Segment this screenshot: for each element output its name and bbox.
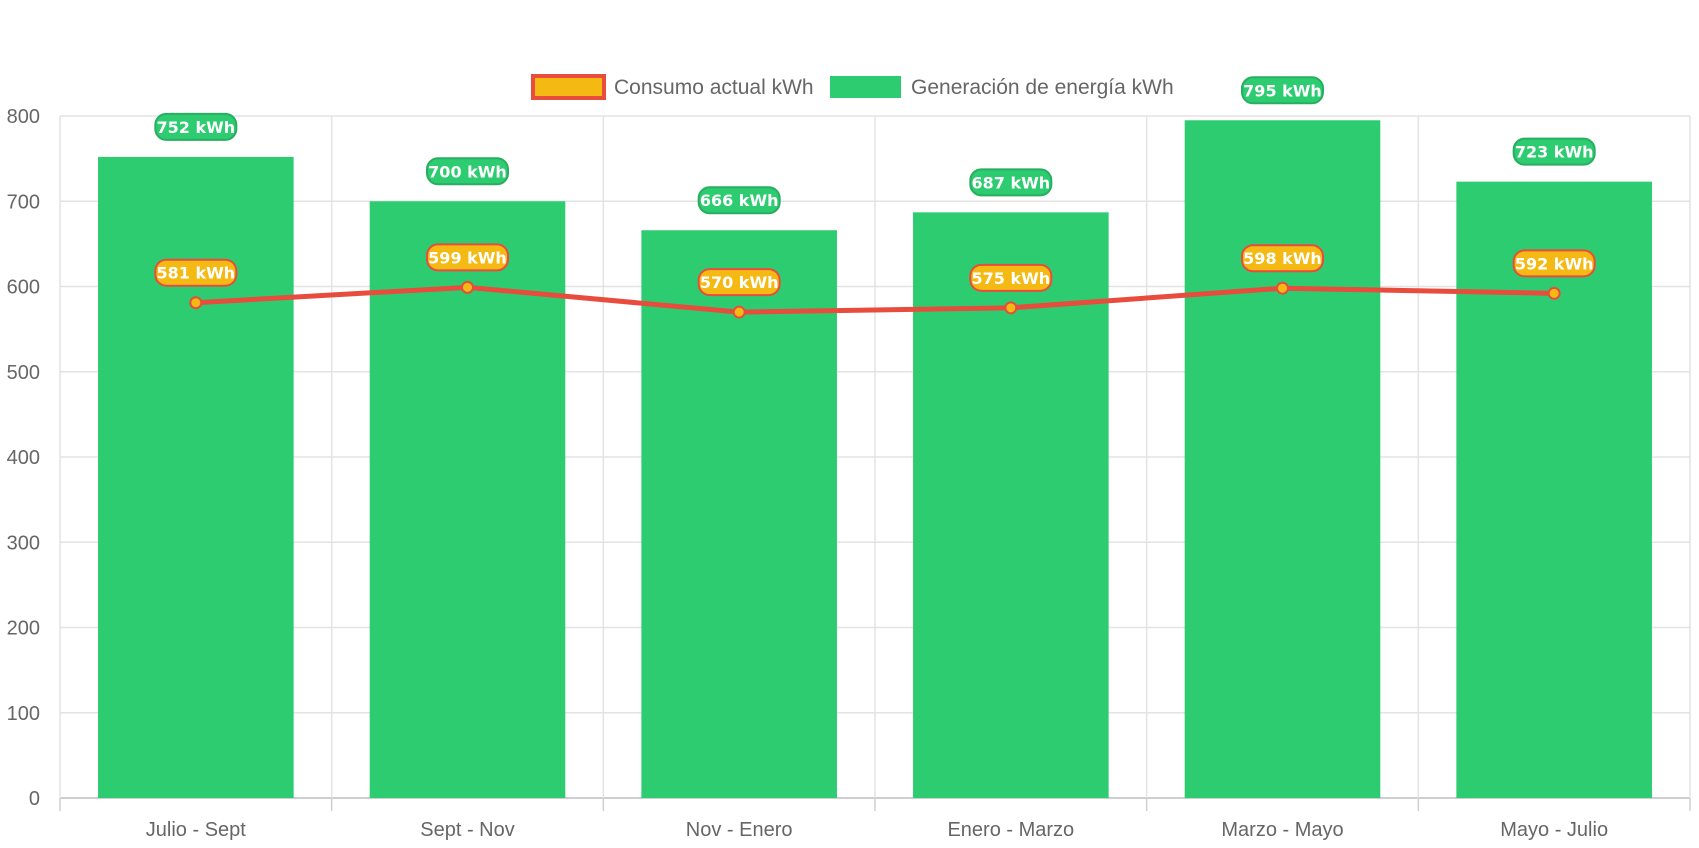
- y-tick-label: 800: [7, 106, 40, 128]
- legend-label-consumo[interactable]: Consumo actual kWh: [614, 76, 814, 99]
- line-data-label: 599 kWh: [426, 243, 509, 272]
- line-data-label: 581 kWh: [154, 258, 238, 287]
- bar-data-label: 752 kWh: [154, 112, 238, 141]
- bar-data-label-text: 666 kWh: [700, 191, 779, 210]
- line-data-label-text: 598 kWh: [1243, 249, 1322, 268]
- bar-data-label: 687 kWh: [969, 168, 1053, 197]
- bar-data-label-text: 700 kWh: [428, 162, 507, 181]
- y-tick-label: 300: [7, 532, 40, 554]
- bar-data-label-text: 752 kWh: [157, 118, 236, 137]
- line-data-label-bg: [426, 243, 509, 272]
- line-data-label-text: 570 kWh: [700, 273, 779, 292]
- data-labels: 752 kWh 700 kWh 666 kWh 687 kWh 795 kWh 723 k…: [154, 76, 1596, 297]
- y-tick-label: 600: [7, 277, 40, 299]
- line-data-label-text: 575 kWh: [972, 269, 1051, 288]
- bar-generacion[interactable]: [1184, 120, 1381, 798]
- bar-generacion[interactable]: [1456, 181, 1652, 798]
- bar-data-label-text: 795 kWh: [1243, 81, 1322, 100]
- bar-data-label-bg: [969, 168, 1053, 197]
- point-consumo[interactable]: [1547, 286, 1561, 300]
- line-data-label: 592 kWh: [1512, 249, 1596, 278]
- y-tick-label: 500: [7, 362, 40, 384]
- bar-data-label-text: 723 kWh: [1515, 143, 1594, 162]
- x-tick-label: Julio - Sept: [146, 819, 246, 841]
- legend-swatch-generacion[interactable]: [830, 76, 901, 98]
- x-tick-label: Marzo - Mayo: [1221, 819, 1343, 841]
- y-tick-label: 0: [29, 788, 40, 810]
- bar-data-label: 723 kWh: [1512, 137, 1596, 166]
- point-consumo[interactable]: [1276, 281, 1289, 295]
- y-tick-label: 700: [7, 191, 40, 213]
- bar-data-label: 666 kWh: [697, 186, 781, 215]
- point-consumo[interactable]: [189, 296, 203, 310]
- x-tick-label: Nov - Enero: [686, 819, 793, 841]
- x-tick-label: Sept - Nov: [420, 819, 514, 841]
- x-tick-label: Enero - Marzo: [947, 819, 1074, 841]
- bar-generacion[interactable]: [369, 201, 566, 798]
- point-consumo[interactable]: [461, 280, 474, 294]
- bar-data-label-bg: [154, 112, 238, 141]
- line-data-label-bg: [154, 258, 238, 287]
- axes: 0 100 200 300 400 500 600 700 800 Julio - Sept Sep…: [7, 106, 1691, 841]
- x-tick-label: Mayo - Julio: [1500, 819, 1608, 841]
- line-data-label: 570 kWh: [697, 268, 781, 297]
- grid-lines: [59, 115, 1691, 799]
- bar-data-label: 700 kWh: [426, 157, 509, 186]
- line-data-label: 598 kWh: [1241, 244, 1324, 273]
- line-data-label: 575 kWh: [969, 263, 1053, 292]
- line-consumo: [193, 284, 1557, 315]
- line-data-label-text: 592 kWh: [1515, 254, 1594, 273]
- line-data-label-bg: [969, 263, 1053, 292]
- legend[interactable]: Consumo actual kWh Generación de energía…: [531, 74, 1174, 100]
- legend-label-generacion[interactable]: Generación de energía kWh: [911, 76, 1174, 99]
- bar-data-label-bg: [426, 157, 509, 186]
- point-consumo[interactable]: [732, 305, 746, 319]
- bar-generacion[interactable]: [641, 230, 837, 799]
- bar-data-label-bg: [1241, 76, 1324, 105]
- bar-data-label-text: 687 kWh: [972, 173, 1051, 192]
- line-data-label-bg: [1241, 244, 1324, 273]
- bar-data-label-bg: [697, 186, 781, 215]
- y-tick-label: 100: [7, 703, 40, 725]
- line-data-label-text: 581 kWh: [157, 264, 236, 283]
- y-tick-label: 200: [7, 618, 40, 640]
- bar-data-label: 795 kWh: [1241, 76, 1324, 105]
- point-consumo[interactable]: [1004, 301, 1018, 315]
- line-data-label-text: 599 kWh: [428, 248, 507, 267]
- legend-swatch-consumo[interactable]: [531, 74, 606, 100]
- y-tick-label: 400: [7, 447, 40, 469]
- bar-generacion[interactable]: [98, 156, 294, 799]
- bar-generacion[interactable]: [913, 212, 1109, 798]
- bar-data-label-bg: [1512, 137, 1596, 166]
- line-data-label-bg: [697, 268, 781, 297]
- line-series: [189, 280, 1561, 319]
- line-data-label-bg: [1512, 249, 1596, 278]
